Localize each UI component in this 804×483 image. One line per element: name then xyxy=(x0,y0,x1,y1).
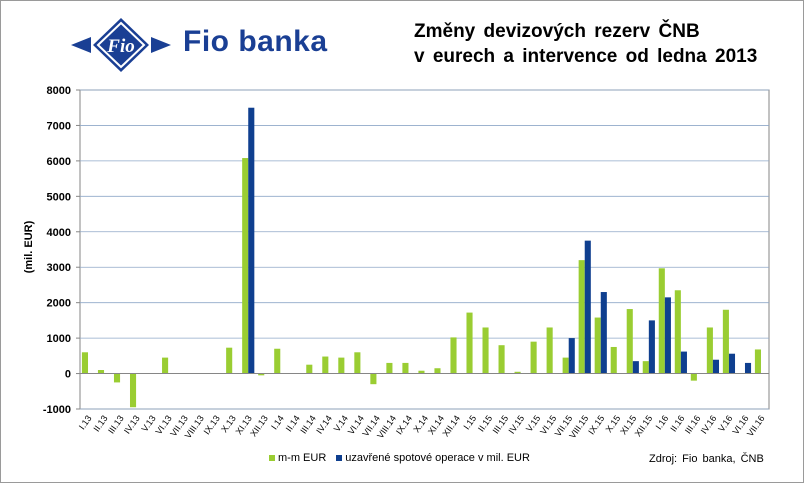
bar-mm-X.15 xyxy=(610,346,617,374)
bar-mm-I.15 xyxy=(466,312,473,374)
bar-mm-XII.13 xyxy=(258,373,265,376)
y-tick-label: 4000 xyxy=(47,227,71,239)
x-tick-labels: I.13II.13III.13IV.13V.13VI.13VII.13VIII.… xyxy=(77,413,767,440)
bar-mm-VI.15 xyxy=(546,327,553,374)
bar-spot-XI.15 xyxy=(632,361,639,374)
bars xyxy=(81,107,761,408)
bar-mm-II.16 xyxy=(674,290,681,374)
bar-mm-IX.14 xyxy=(402,362,409,374)
bar-mm-I.14 xyxy=(274,348,281,374)
x-tick-label: VII.16 xyxy=(745,413,767,438)
y-tick-label: 3000 xyxy=(47,262,71,274)
title-line-2: v eurech a intervence od ledna 2013 xyxy=(414,46,758,67)
bar-mm-VIII.14 xyxy=(386,362,393,374)
bar-mm-V.15 xyxy=(530,341,537,374)
x-tick-label: IV.14 xyxy=(314,413,334,435)
logo-left-arrow xyxy=(71,37,91,53)
bar-spot-V.16 xyxy=(728,353,736,374)
legend-label-mm: m-m EUR xyxy=(278,452,327,464)
x-tick-label: XII.13 xyxy=(248,413,270,438)
bar-mm-VI.13 xyxy=(162,357,169,374)
x-tick-label: III.15 xyxy=(491,413,511,435)
y-tick-label: 2000 xyxy=(47,298,71,310)
legend-item-mm: m-m EUR xyxy=(269,452,326,464)
logo-right-arrow xyxy=(151,37,171,53)
bar-spot-VIII.15 xyxy=(584,240,591,374)
bar-spot-VII.15 xyxy=(568,338,575,374)
bar-spot-IV.16 xyxy=(712,359,720,374)
bar-mm-XI.13 xyxy=(242,158,249,374)
bar-mm-VIII.15 xyxy=(578,260,585,374)
fio-logo: Fio xyxy=(71,18,171,72)
x-tick-label: IX.14 xyxy=(394,413,414,436)
title-line-1: Změny devizových rezerv ČNB xyxy=(414,21,700,42)
logo-diamond-border xyxy=(96,21,146,69)
x-tick-label: XII.14 xyxy=(440,413,462,438)
y-axis-label: (mil. EUR) xyxy=(23,220,35,273)
x-tick-label: III.13 xyxy=(106,413,126,435)
logo-diamond xyxy=(93,18,149,72)
bar-mm-VII.14 xyxy=(370,373,377,385)
bar-mm-X.14 xyxy=(418,370,425,374)
x-tick-label: IX.13 xyxy=(202,413,222,436)
bar-mm-III.13 xyxy=(113,373,121,383)
bar-mm-IX.15 xyxy=(594,317,601,374)
y-tick-label: 7000 xyxy=(47,120,71,132)
bar-mm-XI.14 xyxy=(434,368,441,374)
source-note: Zdroj: Fio banka, ČNB xyxy=(649,453,764,465)
x-tick-label: IV.13 xyxy=(122,413,142,435)
bar-spot-II.16 xyxy=(680,351,687,374)
x-tick-label: III.14 xyxy=(298,413,318,435)
bar-mm-X.13 xyxy=(226,347,233,374)
bar-mm-XI.15 xyxy=(626,309,633,374)
bar-spot-XII.15 xyxy=(648,320,655,374)
legend-item-spot: uzavřené spotové operace v mil. EUR xyxy=(336,452,530,464)
bar-mm-V.14 xyxy=(338,357,345,374)
bar-mm-III.14 xyxy=(306,364,313,374)
bar-mm-I.13 xyxy=(81,352,89,374)
legend: m-m EUR uzavřené spotové operace v mil. … xyxy=(269,452,530,464)
bar-mm-IV.16 xyxy=(706,327,713,374)
x-tick-label: IV.15 xyxy=(506,413,526,435)
bar-spot-XI.13 xyxy=(248,107,255,374)
chart-title: Změny devizových rezerv ČNB v eurech a i… xyxy=(414,19,757,69)
bar-mm-II.15 xyxy=(482,327,489,374)
bar-mm-VII.16 xyxy=(754,349,761,374)
bar-spot-I.16 xyxy=(664,297,671,374)
bar-mm-III.15 xyxy=(498,345,505,374)
y-tick-label: 6000 xyxy=(47,156,71,168)
bar-mm-XII.14 xyxy=(450,337,457,374)
y-tick-label: 5000 xyxy=(47,191,71,203)
legend-label-spot: uzavřené spotové operace v mil. EUR xyxy=(345,452,530,464)
bar-mm-VI.14 xyxy=(354,352,361,374)
bar-spot-VI.16 xyxy=(744,362,752,374)
x-tick-label: XII.15 xyxy=(633,413,655,438)
brand-name: Fio banka xyxy=(183,25,328,58)
legend-swatch-navy xyxy=(336,455,343,461)
bar-mm-II.13 xyxy=(97,370,105,374)
axes xyxy=(76,89,769,410)
bar-mm-IV.15 xyxy=(514,371,521,374)
bar-mm-III.16 xyxy=(690,373,697,381)
bar-mm-IV.14 xyxy=(322,356,329,374)
y-tick-labels: -1000 0 1000 2000 3000 4000 5000 6000 7000 8000 xyxy=(43,85,71,416)
y-tick-label: 8000 xyxy=(47,85,71,97)
legend-swatch-green xyxy=(269,455,275,461)
x-tick-label: IV.16 xyxy=(699,413,719,435)
y-tick-label: 1000 xyxy=(47,333,71,345)
bar-mm-XII.15 xyxy=(642,361,649,374)
bar-mm-VII.15 xyxy=(562,357,569,374)
x-tick-label: III.16 xyxy=(683,413,703,435)
logo-text: Fio xyxy=(106,36,134,57)
x-tick-label: IX.15 xyxy=(586,413,606,436)
bar-mm-V.16 xyxy=(722,309,729,374)
y-tick-label: 0 xyxy=(65,369,71,381)
bar-spot-IX.15 xyxy=(600,292,607,374)
bar-mm-I.16 xyxy=(658,268,665,374)
bar-mm-IV.13 xyxy=(129,373,137,408)
x-tick-label: I.16 xyxy=(654,413,671,431)
y-tick-label: -1000 xyxy=(43,404,71,416)
